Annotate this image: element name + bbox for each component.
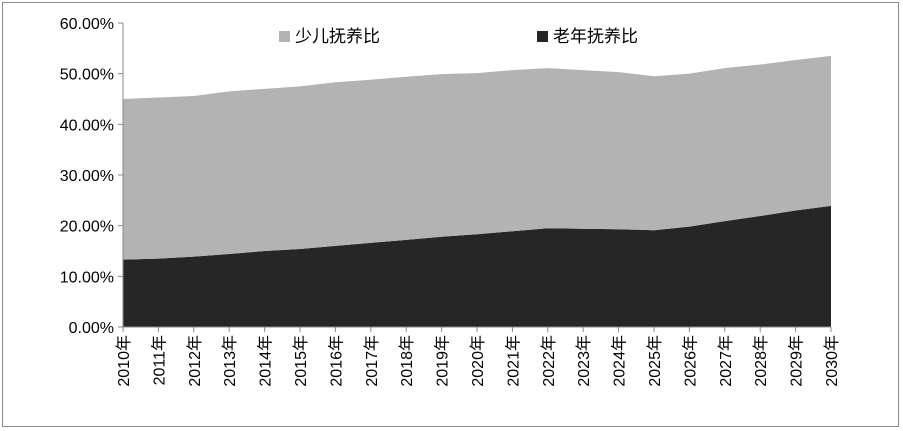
x-tick-label: 2014年 — [257, 335, 275, 387]
area-series-elderly-dependency — [123, 205, 831, 327]
x-tick-label: 2013年 — [221, 335, 239, 387]
y-tick-label: 40.00% — [60, 117, 114, 134]
legend-label-child-dependency: 少儿抚养比 — [295, 27, 380, 47]
area-series-child-dependency — [123, 55, 831, 260]
x-tick-label: 2025年 — [646, 335, 664, 387]
x-tick-label: 2016年 — [327, 335, 345, 387]
x-tick-label: 2027年 — [717, 335, 735, 387]
legend: 少儿抚养比 老年抚养比 — [279, 27, 638, 47]
y-axis-ticks: 0.00% 10.00% 20.00% 30.00% 40.00% 50.00% 60.00… — [60, 16, 123, 337]
x-axis-ticks: 2010年 2011年 2012年 2013年 2014年 2015年 2016年 2017年… — [115, 327, 841, 387]
x-tick-label: 2018年 — [398, 335, 416, 387]
x-tick-label: 2029年 — [788, 335, 806, 387]
y-tick-label: 0.00% — [69, 320, 114, 337]
x-tick-label: 2024年 — [611, 335, 629, 387]
chart-frame: 0.00% 10.00% 20.00% 30.00% 40.00% 50.00% 60.00… — [2, 2, 899, 427]
legend-swatch-elderly-dependency — [537, 31, 548, 42]
x-tick-label: 2030年 — [823, 335, 841, 387]
y-tick-label: 20.00% — [60, 219, 114, 236]
x-tick-label: 2020年 — [469, 335, 487, 387]
y-tick-label: 60.00% — [60, 16, 114, 33]
x-tick-label: 2011年 — [150, 335, 168, 385]
x-tick-label: 2028年 — [752, 335, 770, 387]
x-tick-label: 2015年 — [292, 335, 310, 387]
x-tick-label: 2017年 — [363, 335, 381, 387]
x-tick-label: 2022年 — [540, 335, 558, 387]
stacked-area-chart: 0.00% 10.00% 20.00% 30.00% 40.00% 50.00% 60.00… — [60, 16, 841, 387]
x-tick-label: 2023年 — [575, 335, 593, 387]
x-tick-label: 2019年 — [434, 335, 452, 387]
y-tick-label: 50.00% — [60, 67, 114, 84]
x-tick-label: 2010年 — [115, 335, 133, 387]
x-tick-label: 2012年 — [186, 335, 204, 387]
y-tick-label: 10.00% — [60, 269, 114, 286]
y-tick-label: 30.00% — [60, 168, 114, 185]
x-tick-label: 2026年 — [681, 335, 699, 387]
x-tick-label: 2021年 — [504, 335, 522, 387]
legend-swatch-child-dependency — [279, 31, 290, 42]
legend-label-elderly-dependency: 老年抚养比 — [553, 27, 638, 47]
area-layer — [123, 55, 831, 327]
